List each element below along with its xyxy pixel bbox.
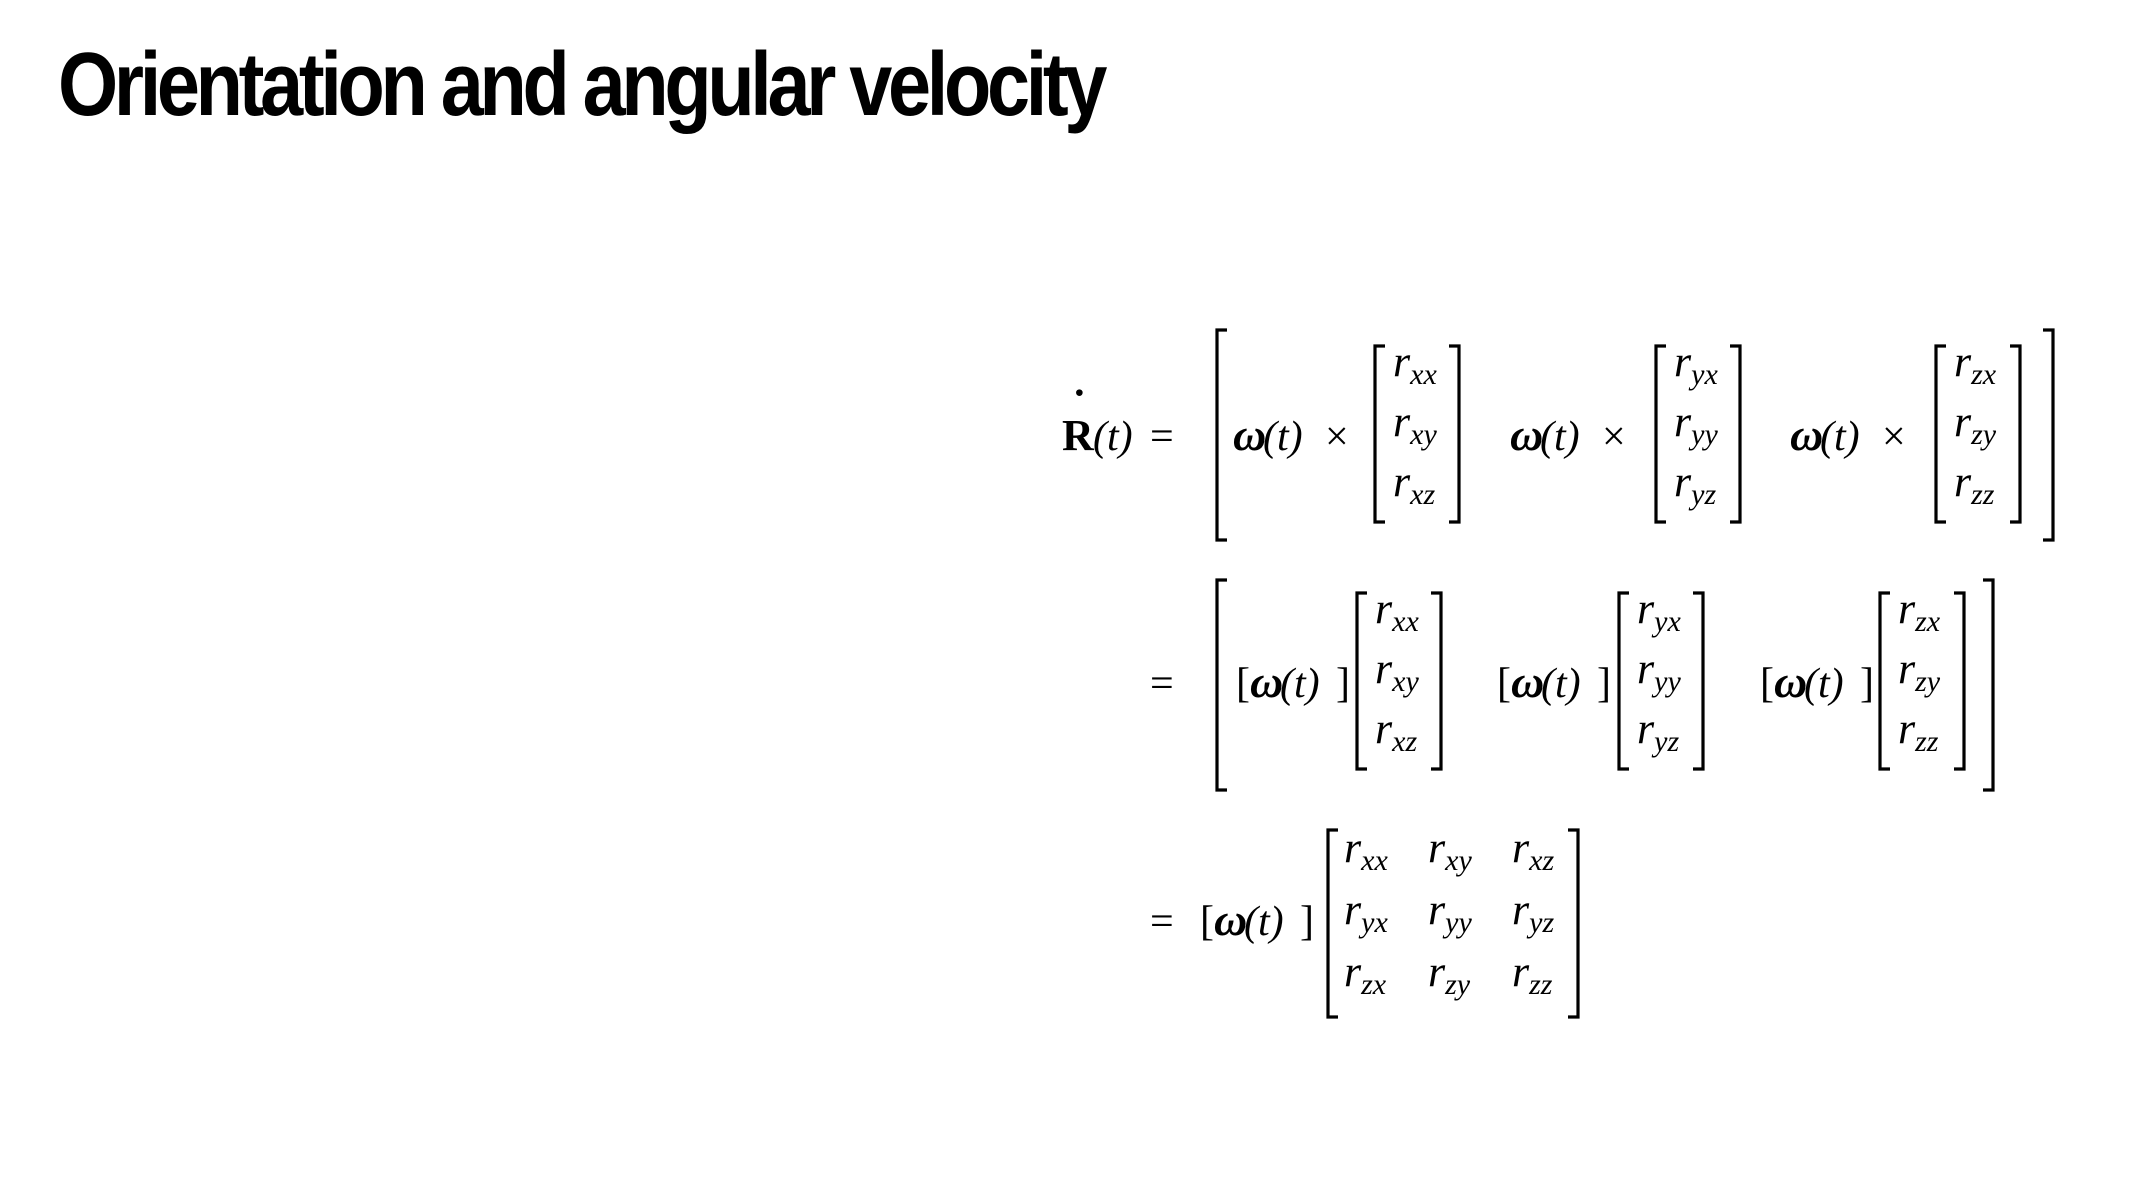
line1-col1-entry-xx: rxx (1393, 337, 1437, 391)
line2-term1-omega: ω (1250, 656, 1283, 707)
line2-col1-entry-xz: rxz (1375, 704, 1417, 758)
matrix-entry-zx: rzx (1344, 947, 1387, 1001)
line1-col3-close-bracket (2010, 344, 2022, 524)
line2-col1-close-bracket (1431, 591, 1443, 771)
line1-col1-entry-xz: rxz (1393, 457, 1435, 511)
line1-col1-close-bracket (1449, 344, 1461, 524)
line2-col2-open-bracket (1617, 591, 1629, 771)
matrix-entry-xz: rxz (1512, 823, 1554, 877)
line2-col2-entry-yz: ryz (1637, 704, 1679, 758)
matrix-entry-xx: rxx (1344, 823, 1388, 877)
line1-times-3: × (1882, 414, 1906, 460)
equation-line-2: =[ω(t)]rxxrxyrxz[ω(t)]ryxryyryz[ω(t)]rzx… (1150, 578, 1995, 792)
line3-skew-open: [ (1200, 899, 1214, 945)
line2-term2-omega: ω (1511, 656, 1544, 707)
lhs-arg: (t) (1093, 414, 1133, 460)
line2-col3-close-bracket (1954, 591, 1966, 771)
line2-skew-close-1: ] (1336, 661, 1350, 707)
matrix-entry-yx: ryx (1344, 885, 1388, 939)
line1-col2-open-bracket (1654, 344, 1666, 524)
line3-term-t: (t) (1244, 899, 1284, 945)
line1-col2-close-bracket (1730, 344, 1742, 524)
line2-term3-t: (t) (1804, 661, 1844, 707)
line2-col2-close-bracket (1693, 591, 1705, 771)
line2-term2-t: (t) (1541, 661, 1581, 707)
line1-term1-omega: ω (1233, 409, 1266, 460)
line2-skew-close-3: ] (1860, 661, 1874, 707)
slide-title: Orientation and angular velocity (58, 35, 1107, 135)
matrix-entry-yy: ryy (1428, 885, 1472, 939)
matrix-close-bracket (1568, 828, 1580, 1019)
equals-1: = (1150, 414, 1174, 460)
line2-term1-t: (t) (1280, 661, 1320, 707)
line1-col2-entry-yy: ryy (1674, 397, 1718, 451)
line1-col3-entry-zx: rzx (1954, 337, 1997, 391)
equation-line-3: = [ω(t)] rxx rxy rxz ryx ryy ryz rzx rzy rzz (1150, 823, 1580, 1019)
outer-close-bracket-2 (1983, 578, 1995, 792)
line2-skew-open-1: [ (1236, 661, 1250, 707)
line1-col1-entry-xy: rxy (1393, 397, 1437, 451)
line2-skew-close-2: ] (1597, 661, 1611, 707)
outer-open-bracket-1 (1215, 328, 1227, 542)
line1-times-2: × (1602, 414, 1626, 460)
line2-col1-entry-xx: rxx (1375, 584, 1419, 638)
line2-term3-omega: ω (1774, 656, 1807, 707)
line1-term3-t: (t) (1820, 414, 1860, 460)
line2-col3-open-bracket (1878, 591, 1890, 771)
matrix-entry-xy: rxy (1428, 823, 1472, 877)
matrix-entry-zy: rzy (1428, 947, 1471, 1001)
line2-col2-entry-yx: ryx (1637, 584, 1681, 638)
line2-col1-entry-xy: rxy (1375, 644, 1419, 698)
line1-col2-entry-yz: ryz (1674, 457, 1716, 511)
matrix-open-bracket (1326, 828, 1338, 1019)
line1-term1-t: (t) (1263, 414, 1303, 460)
line2-col3-entry-zy: rzy (1898, 644, 1941, 698)
outer-close-bracket-1 (2043, 328, 2055, 542)
line1-col3-entry-zy: rzy (1954, 397, 1997, 451)
line2-col2-entry-yy: ryy (1637, 644, 1681, 698)
lhs-dot: ˙ (1072, 381, 1087, 430)
line1-times-1: × (1325, 414, 1349, 460)
line1-term2-omega: ω (1510, 409, 1543, 460)
outer-open-bracket-2 (1215, 578, 1227, 792)
equals-2: = (1150, 661, 1174, 707)
equals-3: = (1150, 899, 1174, 945)
line2-col1-open-bracket (1355, 591, 1367, 771)
line1-col3-open-bracket (1934, 344, 1946, 524)
line1-col2-entry-yx: ryx (1674, 337, 1718, 391)
matrix-entry-zz: rzz (1512, 947, 1553, 1001)
line2-skew-open-3: [ (1760, 661, 1774, 707)
lhs-R: R (1062, 411, 1095, 460)
line1-col1-open-bracket (1373, 344, 1385, 524)
matrix-entry-yz: ryz (1512, 885, 1554, 939)
line2-skew-open-2: [ (1497, 661, 1511, 707)
line1-term2-t: (t) (1540, 414, 1580, 460)
line3-skew-close: ] (1300, 899, 1314, 945)
line1-col3-entry-zz: rzz (1954, 457, 1995, 511)
line2-col3-entry-zx: rzx (1898, 584, 1941, 638)
line2-col3-entry-zz: rzz (1898, 704, 1939, 758)
line3-term-omega: ω (1214, 894, 1247, 945)
line1-term3-omega: ω (1790, 409, 1823, 460)
